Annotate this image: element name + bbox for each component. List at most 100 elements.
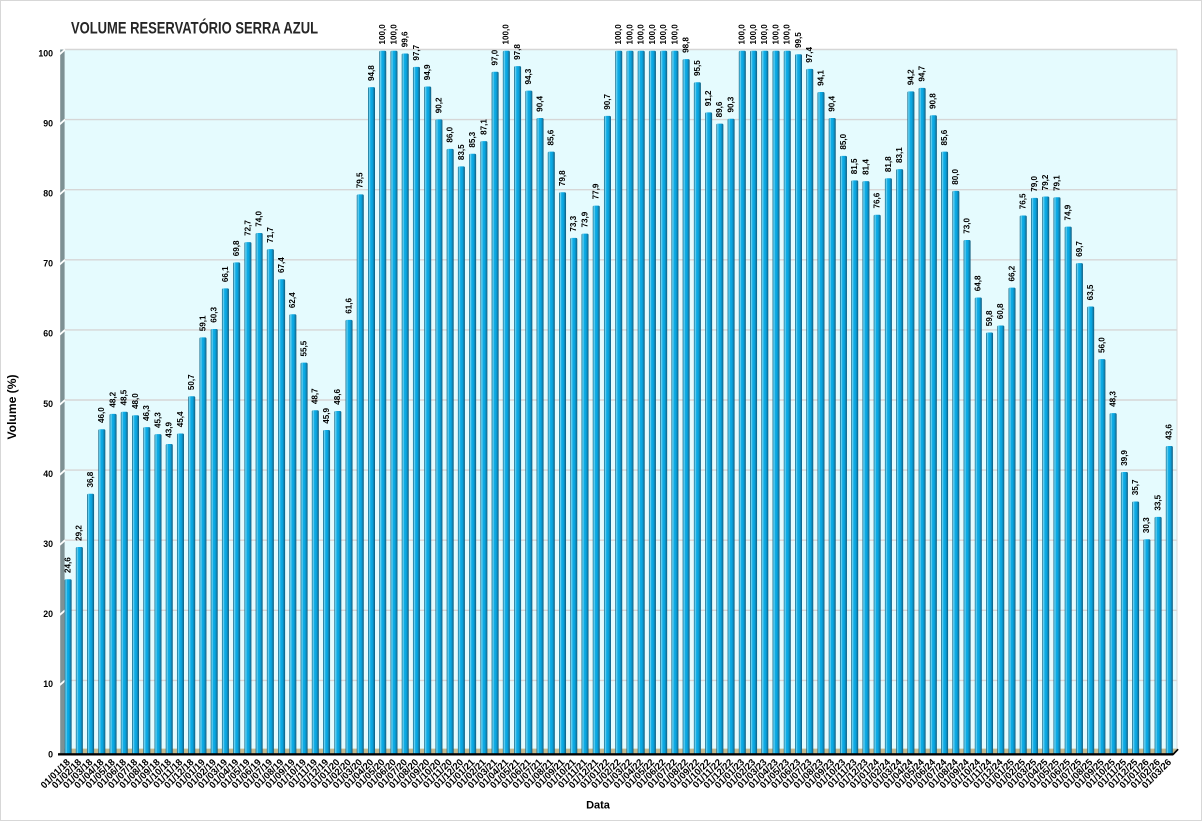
svg-text:60,8: 60,8 <box>996 303 1005 319</box>
svg-text:100,0: 100,0 <box>783 24 792 45</box>
svg-text:86,0: 86,0 <box>446 126 455 142</box>
svg-text:VOLUME RESERVATÓRIO SERRA AZUL: VOLUME RESERVATÓRIO SERRA AZUL <box>71 18 318 37</box>
svg-text:73,3: 73,3 <box>569 215 578 231</box>
svg-text:100,0: 100,0 <box>502 24 511 45</box>
svg-text:20: 20 <box>43 609 53 619</box>
svg-text:100,0: 100,0 <box>389 24 398 45</box>
svg-text:48,2: 48,2 <box>108 391 117 407</box>
svg-text:39,9: 39,9 <box>1120 450 1129 466</box>
svg-text:80,0: 80,0 <box>951 168 960 184</box>
svg-text:70: 70 <box>43 259 53 269</box>
svg-text:Volume (%): Volume (%) <box>7 374 19 439</box>
svg-text:79,1: 79,1 <box>1052 175 1061 191</box>
svg-text:45,3: 45,3 <box>153 412 162 428</box>
svg-text:81,8: 81,8 <box>884 156 893 172</box>
svg-text:30: 30 <box>43 539 53 549</box>
svg-text:77,9: 77,9 <box>592 183 601 199</box>
svg-text:60: 60 <box>43 329 53 339</box>
svg-text:79,2: 79,2 <box>1041 174 1050 190</box>
svg-text:89,6: 89,6 <box>715 101 724 117</box>
svg-text:91,2: 91,2 <box>704 90 713 106</box>
svg-text:100: 100 <box>38 48 53 58</box>
svg-text:97,0: 97,0 <box>491 49 500 65</box>
svg-text:66,2: 66,2 <box>1007 265 1016 281</box>
svg-text:60,3: 60,3 <box>210 307 219 323</box>
svg-text:69,7: 69,7 <box>1075 241 1084 257</box>
svg-text:90,7: 90,7 <box>603 93 612 109</box>
svg-text:24,6: 24,6 <box>64 557 73 573</box>
svg-text:81,4: 81,4 <box>861 159 870 175</box>
svg-text:48,0: 48,0 <box>131 393 140 409</box>
svg-text:59,1: 59,1 <box>198 315 207 331</box>
svg-text:73,0: 73,0 <box>962 218 971 234</box>
svg-text:90,4: 90,4 <box>535 96 544 112</box>
svg-text:76,5: 76,5 <box>1019 193 1028 209</box>
svg-text:0: 0 <box>48 749 53 759</box>
svg-text:94,8: 94,8 <box>367 65 376 81</box>
svg-text:74,9: 74,9 <box>1064 204 1073 220</box>
svg-text:87,1: 87,1 <box>479 119 488 135</box>
svg-text:100,0: 100,0 <box>760 24 769 45</box>
svg-text:63,5: 63,5 <box>1086 284 1095 300</box>
svg-text:48,5: 48,5 <box>120 389 129 405</box>
svg-text:90,8: 90,8 <box>929 93 938 109</box>
svg-text:100,0: 100,0 <box>648 24 657 45</box>
svg-text:30,3: 30,3 <box>1142 517 1151 533</box>
svg-text:71,7: 71,7 <box>266 227 275 243</box>
svg-text:97,8: 97,8 <box>513 44 522 60</box>
svg-text:83,5: 83,5 <box>457 144 466 160</box>
svg-text:43,9: 43,9 <box>165 422 174 438</box>
svg-text:100,0: 100,0 <box>378 24 387 45</box>
svg-text:72,7: 72,7 <box>243 220 252 236</box>
svg-text:100,0: 100,0 <box>749 24 758 45</box>
svg-text:90,4: 90,4 <box>828 96 837 112</box>
svg-text:76,6: 76,6 <box>873 192 882 208</box>
svg-text:46,0: 46,0 <box>97 407 106 423</box>
svg-text:100,0: 100,0 <box>771 24 780 45</box>
svg-text:10: 10 <box>43 679 53 689</box>
svg-text:100,0: 100,0 <box>659 24 668 45</box>
svg-text:66,1: 66,1 <box>221 266 230 282</box>
svg-text:45,4: 45,4 <box>176 411 185 427</box>
svg-text:69,8: 69,8 <box>232 240 241 256</box>
svg-text:48,7: 48,7 <box>311 388 320 404</box>
svg-text:97,7: 97,7 <box>412 44 421 60</box>
svg-text:61,6: 61,6 <box>344 297 353 313</box>
svg-text:36,8: 36,8 <box>86 471 95 487</box>
svg-text:35,7: 35,7 <box>1131 479 1140 495</box>
svg-text:94,7: 94,7 <box>918 65 927 81</box>
svg-text:94,9: 94,9 <box>423 64 432 80</box>
svg-text:55,5: 55,5 <box>299 340 308 356</box>
svg-text:85,6: 85,6 <box>940 129 949 145</box>
svg-text:33,5: 33,5 <box>1153 494 1162 510</box>
svg-text:100,0: 100,0 <box>625 24 634 45</box>
svg-text:64,8: 64,8 <box>974 275 983 291</box>
svg-text:100,0: 100,0 <box>738 24 747 45</box>
svg-text:81,5: 81,5 <box>850 158 859 174</box>
svg-text:85,0: 85,0 <box>839 133 848 149</box>
svg-text:67,4: 67,4 <box>277 257 286 273</box>
svg-text:Data: Data <box>586 800 611 812</box>
svg-text:48,6: 48,6 <box>333 389 342 405</box>
svg-text:29,2: 29,2 <box>75 525 84 541</box>
svg-text:85,3: 85,3 <box>468 131 477 147</box>
svg-text:90: 90 <box>43 118 53 128</box>
svg-text:50: 50 <box>43 399 53 409</box>
svg-text:100,0: 100,0 <box>670 24 679 45</box>
svg-text:98,8: 98,8 <box>682 37 691 53</box>
svg-text:94,1: 94,1 <box>816 70 825 86</box>
svg-text:80: 80 <box>43 189 53 199</box>
svg-text:40: 40 <box>43 469 53 479</box>
svg-text:99,6: 99,6 <box>401 31 410 47</box>
svg-text:94,3: 94,3 <box>524 68 533 84</box>
svg-text:83,1: 83,1 <box>895 147 904 163</box>
svg-text:100,0: 100,0 <box>637 24 646 45</box>
svg-text:79,5: 79,5 <box>356 172 365 188</box>
svg-text:100,0: 100,0 <box>614 24 623 45</box>
svg-text:74,0: 74,0 <box>255 211 264 227</box>
svg-text:99,5: 99,5 <box>794 32 803 48</box>
svg-text:56,0: 56,0 <box>1097 337 1106 353</box>
svg-text:79,0: 79,0 <box>1030 175 1039 191</box>
svg-text:45,9: 45,9 <box>322 407 331 423</box>
svg-text:90,2: 90,2 <box>434 97 443 113</box>
